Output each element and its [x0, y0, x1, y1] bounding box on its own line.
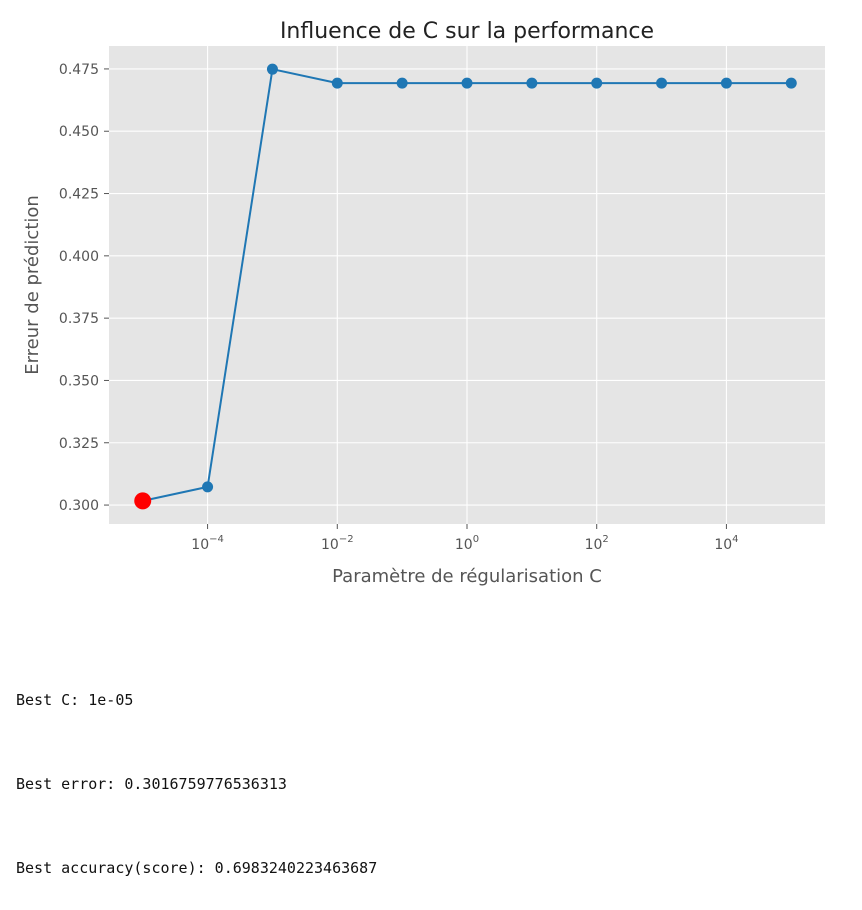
data-point	[266, 63, 278, 75]
y-tick-label: 0.325	[59, 436, 99, 452]
data-point	[396, 77, 408, 89]
best-c-line: Best C: 1e-05	[16, 691, 134, 709]
cell-output: Best C: 1e-05 Best error: 0.301675977653…	[16, 630, 377, 910]
best-error-line: Best error: 0.3016759776536313	[16, 775, 287, 793]
x-tick-label: 104	[714, 534, 738, 553]
y-axis-label: Erreur de prédiction	[22, 195, 43, 375]
x-axis-ticks: 10−4 10−2 100 102 104	[191, 524, 739, 553]
data-point	[461, 77, 473, 89]
data-point	[526, 77, 538, 89]
y-tick-label: 0.300	[59, 498, 99, 514]
x-tick-label: 10−4	[191, 534, 224, 553]
x-tick-label: 102	[585, 534, 609, 553]
best-c-highlight-point	[134, 492, 152, 510]
x-tick-label: 100	[455, 534, 479, 553]
chart-title: Influence de C sur la performance	[280, 19, 654, 44]
best-accuracy-line: Best accuracy(score): 0.6983240223463687	[16, 859, 378, 877]
data-point	[591, 77, 603, 89]
y-tick-label: 0.350	[59, 373, 99, 389]
data-point	[202, 481, 214, 493]
y-axis-ticks: 0.300 0.325 0.350 0.375 0.400 0.425 0.450 0.475	[59, 62, 109, 514]
line-chart: 0.300 0.325 0.350 0.375 0.400 0.425 0.450 0.475…	[22, 19, 825, 587]
grid-lines	[109, 46, 825, 524]
x-axis-label: Paramètre de régularisation C	[332, 566, 602, 587]
data-point	[720, 77, 732, 89]
data-point	[331, 77, 343, 89]
y-tick-label: 0.475	[59, 62, 99, 78]
y-tick-label: 0.425	[59, 187, 99, 203]
chart-container: 0.300 0.325 0.350 0.375 0.400 0.425 0.450 0.475…	[22, 19, 825, 587]
data-point	[785, 77, 797, 89]
y-tick-label: 0.450	[59, 124, 99, 140]
x-tick-label: 10−2	[321, 534, 354, 553]
data-point	[656, 77, 668, 89]
y-tick-label: 0.375	[59, 311, 99, 327]
y-tick-label: 0.400	[59, 249, 99, 265]
